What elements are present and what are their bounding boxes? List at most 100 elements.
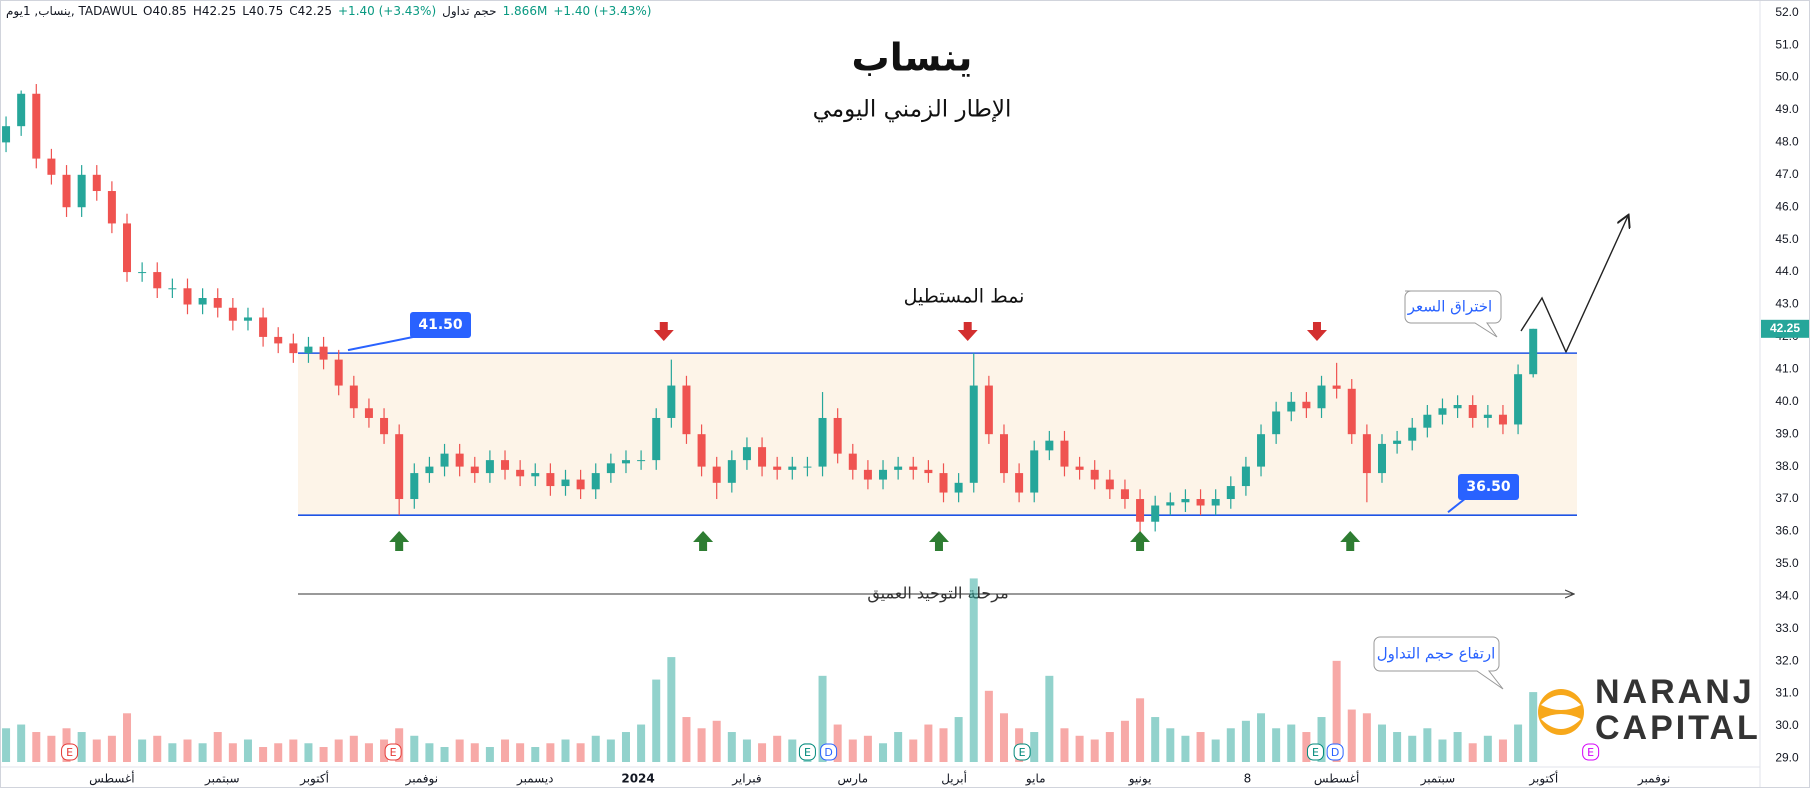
y-tick-label: 48.0 (1775, 135, 1799, 149)
candle-body (682, 385, 691, 435)
x-tick-label: نوفمبر (1637, 772, 1670, 787)
volume-bar (516, 743, 525, 762)
volume-bar (1226, 728, 1235, 762)
event-label: E (390, 746, 397, 759)
candle-body (818, 417, 827, 467)
candle-body (77, 174, 86, 208)
volume-bar (1468, 743, 1477, 762)
volume-bar (1090, 739, 1099, 762)
level-label: 41.50 (418, 317, 463, 333)
y-tick-label: 39.0 (1775, 426, 1799, 440)
event-label: E (1587, 746, 1594, 759)
volume-bar (939, 728, 948, 762)
volume-bar (909, 739, 918, 762)
volume-bar (2, 728, 11, 762)
volume-bar (1257, 713, 1266, 762)
volume-bar (440, 747, 449, 762)
candle-body (667, 385, 676, 418)
y-tick-label: 47.0 (1775, 167, 1799, 181)
header-item: +1.40 (+3.43%) (338, 4, 437, 18)
candle-body (1045, 440, 1054, 451)
candle-body (1166, 502, 1175, 506)
volume-bar (1272, 728, 1281, 762)
candle-body (1423, 414, 1432, 428)
volume-bar (47, 735, 56, 762)
candle-body (863, 469, 872, 480)
candle-body (727, 460, 736, 483)
x-tick-label: 8 (1244, 772, 1252, 786)
volume-bar (954, 717, 963, 762)
candle-body (1393, 440, 1402, 444)
y-tick-label: 46.0 (1775, 199, 1799, 213)
logo-icon (1538, 689, 1584, 735)
candle-body (1060, 440, 1069, 467)
volume-bar (1453, 732, 1462, 762)
candle-body (516, 469, 525, 477)
y-tick-label: 43.0 (1775, 297, 1799, 311)
volume-bar (364, 743, 373, 762)
volume-bar (1514, 724, 1523, 762)
y-tick-label: 29.0 (1775, 751, 1799, 765)
volume-bar (455, 739, 464, 762)
y-tick-label: 33.0 (1775, 621, 1799, 635)
candle-body (1453, 405, 1462, 409)
level-badge (1458, 474, 1519, 500)
x-tick-label: أكتوبر (299, 771, 329, 787)
volume-bar (1181, 735, 1190, 762)
candle-body (1468, 405, 1477, 418)
event-marker (1582, 743, 1600, 761)
candle-body (274, 336, 283, 344)
header-item: حجم تداول (442, 4, 497, 18)
candle-body (304, 346, 313, 354)
candle-body (591, 473, 600, 490)
volume-bar (501, 739, 510, 762)
candle-body (153, 272, 162, 289)
candle-body (183, 288, 192, 305)
volume-bar (259, 747, 268, 762)
volume-bar (1136, 698, 1145, 762)
candle-body (1015, 473, 1024, 493)
candle-body (47, 158, 56, 175)
symbol-header: ينساب, 1يوم, TADAWUL O40.85 H42.25 L40.75 C4… (6, 4, 651, 18)
candle-body (62, 174, 71, 208)
candle-body (440, 453, 449, 467)
volume-bar (999, 713, 1008, 762)
candle-body (969, 385, 978, 483)
header-item: ينساب, 1يوم, TADAWUL (6, 4, 138, 18)
event-label: D (824, 746, 832, 759)
candle-body (531, 473, 540, 477)
volume-bar (818, 675, 827, 762)
event-marker (384, 743, 402, 761)
candle-body (1272, 411, 1281, 435)
volume-bar (274, 743, 283, 762)
y-tick-label: 50.0 (1775, 70, 1799, 84)
volume-bar (1302, 732, 1311, 762)
chart-subtitle: الإطار الزمني اليومي (813, 97, 1012, 123)
candle-body (455, 453, 464, 467)
event-marker (1013, 743, 1031, 761)
event-label: E (804, 746, 811, 759)
candle-body (788, 466, 797, 470)
candle-body (1302, 401, 1311, 409)
volume-bar (1377, 724, 1386, 762)
volume-bar (531, 747, 540, 762)
resistance-arrow (1306, 322, 1327, 341)
support-arrow (928, 531, 949, 551)
event-marker (798, 743, 816, 761)
x-tick-label: 2024 (621, 772, 654, 786)
volume-bar (243, 739, 252, 762)
event-marker (820, 743, 838, 761)
volume-bar (228, 743, 237, 762)
volume-bar (138, 739, 147, 762)
volume-bar (1166, 728, 1175, 762)
volume-bar (1211, 739, 1220, 762)
y-tick-label: 49.0 (1775, 102, 1799, 116)
volume-bar (924, 724, 933, 762)
y-tick-label: 37.0 (1775, 491, 1799, 505)
volume-bar (380, 739, 389, 762)
x-tick-label: فبراير (731, 772, 761, 787)
volume-bar (1075, 735, 1084, 762)
candle-body (243, 317, 252, 321)
candle-body (289, 343, 298, 354)
candle-body (319, 346, 328, 360)
